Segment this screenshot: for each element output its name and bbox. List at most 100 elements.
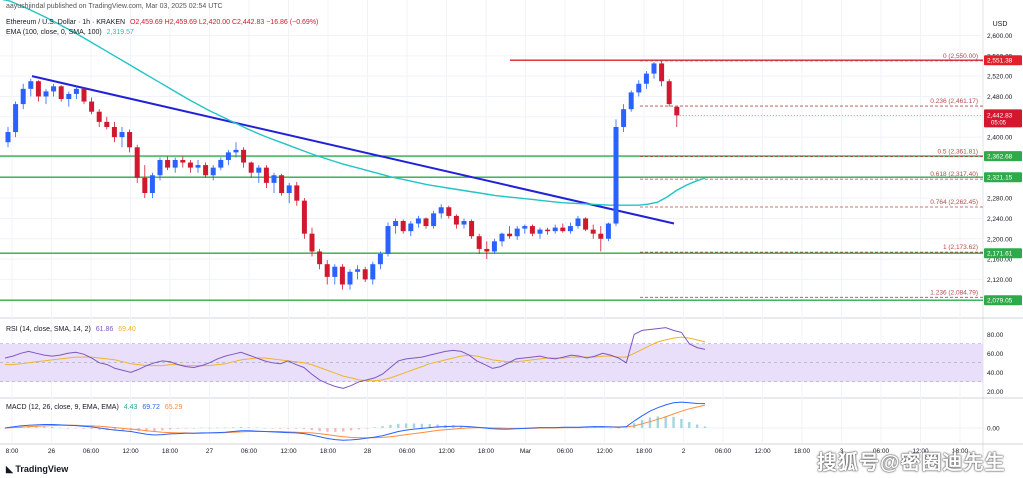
macd-histogram-bar xyxy=(35,426,38,428)
candle-body xyxy=(621,109,627,127)
time-tick-label: 18:00 xyxy=(636,448,653,455)
time-tick-label: 06:00 xyxy=(399,448,416,455)
macd-legend-label[interactable]: MACD (12, 26, close, 9, EMA, EMA) xyxy=(6,404,119,411)
tradingview-logo[interactable]: ◣ TradingView xyxy=(6,464,69,474)
time-tick-label: 18:00 xyxy=(794,448,811,455)
candle-body xyxy=(218,160,224,168)
macd-histogram-bar xyxy=(27,426,30,428)
fib-level-label: 1.236 (2,084.79) xyxy=(930,289,978,296)
price-tick-label: 2,160.00 xyxy=(987,257,1013,264)
candle-body xyxy=(89,101,95,112)
rsi-legend: RSI (14, close, SMA, 14, 2) 61.86 69.40 xyxy=(6,326,139,333)
candle-body xyxy=(605,223,611,239)
candle-body xyxy=(66,93,72,100)
time-tick-label: 2 xyxy=(682,448,686,455)
time-tick-label: 8:00 xyxy=(6,448,19,455)
ema-legend-label[interactable]: EMA (100, close, 0, SMA, 100) xyxy=(6,29,102,36)
candle-body xyxy=(5,132,11,143)
time-tick-label: 06:00 xyxy=(557,448,574,455)
rsi-tick-label: 60.00 xyxy=(987,351,1004,358)
macd-histogram-bar xyxy=(294,428,298,429)
candle-body xyxy=(377,254,383,265)
macd-histogram-bar xyxy=(184,428,188,429)
candle-body xyxy=(127,132,133,148)
fib-level-label: 0 (2,550.00) xyxy=(943,53,978,60)
macd-histogram-bar xyxy=(436,424,439,428)
candle-body xyxy=(165,160,171,168)
symbol-title[interactable]: Ethereum / U.S. Dollar · 1h · KRAKEN xyxy=(6,19,126,26)
candle-body xyxy=(408,223,414,232)
candle-body xyxy=(628,92,634,110)
candle-body xyxy=(51,86,57,92)
fib-level-label: 0.236 (2,461.17) xyxy=(930,98,978,105)
macd-histogram-bar xyxy=(113,428,117,431)
macd-histogram-bar xyxy=(389,424,392,428)
price-pane-background xyxy=(0,0,983,318)
candle-body xyxy=(309,233,315,252)
candle-body xyxy=(355,269,361,272)
candle-body xyxy=(491,241,497,252)
macd-histogram-bar xyxy=(66,428,70,429)
macd-histogram-bar xyxy=(279,428,282,429)
macd-histogram-bar xyxy=(499,428,502,430)
macd-histogram-bar xyxy=(74,428,77,429)
candle-body xyxy=(461,220,467,225)
ema100-line xyxy=(1,0,706,206)
candle-body xyxy=(651,63,657,74)
candle-body xyxy=(370,264,376,280)
macd-histogram-bar xyxy=(672,416,675,428)
candle-body xyxy=(393,220,399,227)
macd-histogram-bar xyxy=(617,428,620,429)
level-price-label: 2,171.61 xyxy=(987,251,1013,258)
macd-histogram-bar xyxy=(609,428,612,429)
candle-body xyxy=(446,207,452,216)
candle-body xyxy=(142,177,148,194)
rsi-tick-label: 20.00 xyxy=(987,389,1004,396)
time-tick-label: 12:00 xyxy=(280,448,297,455)
candle-body xyxy=(415,218,421,224)
candle-body xyxy=(545,229,551,232)
candle-body xyxy=(453,215,459,225)
candle-body xyxy=(317,251,323,265)
candle-body xyxy=(636,83,642,93)
level-price-tag xyxy=(984,248,1022,259)
level-price-tag xyxy=(984,55,1022,66)
candle-body xyxy=(187,162,193,168)
candle-body xyxy=(575,218,581,227)
time-tick-label: 12:00 xyxy=(122,448,139,455)
macd-hist-value: 4.43 xyxy=(123,404,138,411)
macd-histogram-bar xyxy=(625,427,628,429)
macd-histogram-bar xyxy=(216,427,219,429)
macd-histogram-bar xyxy=(373,427,376,428)
level-price-label: 2,079.05 xyxy=(987,298,1013,305)
candle-body xyxy=(324,264,330,277)
ema-legend: EMA (100, close, 0, SMA, 100) 2,319.57 xyxy=(6,29,137,36)
rsi-legend-label[interactable]: RSI (14, close, SMA, 14, 2) xyxy=(6,326,91,333)
level-price-tag xyxy=(984,151,1022,162)
ema-legend-value: 2,319.57 xyxy=(106,29,134,36)
macd-histogram-bar xyxy=(310,428,313,431)
price-tick-label: 2,480.00 xyxy=(987,94,1013,101)
macd-histogram-bar xyxy=(82,428,85,429)
time-tick-label: 12:00 xyxy=(596,448,613,455)
candle-body xyxy=(294,185,300,201)
macd-histogram-bar xyxy=(688,422,691,428)
macd-legend: MACD (12, 26, close, 9, EMA, EMA) 4.43 6… xyxy=(6,404,185,411)
level-price-tag xyxy=(984,295,1022,306)
macd-histogram-bar xyxy=(397,423,400,428)
candle-body xyxy=(560,227,566,232)
candle-body xyxy=(514,228,520,237)
macd-histogram-bar xyxy=(459,425,463,428)
time-tick-label: Mar xyxy=(520,448,532,455)
candle-body xyxy=(347,271,353,285)
candle-body xyxy=(263,167,269,183)
candle-body xyxy=(20,88,26,105)
candle-body xyxy=(73,88,79,94)
macd-histogram-bar xyxy=(326,428,329,432)
macd-histogram-bar xyxy=(239,426,243,428)
macd-histogram-bar xyxy=(255,427,258,429)
macd-histogram-bar xyxy=(58,427,62,429)
candle-body xyxy=(674,106,680,116)
price-tick-label: 2,280.00 xyxy=(987,196,1013,203)
